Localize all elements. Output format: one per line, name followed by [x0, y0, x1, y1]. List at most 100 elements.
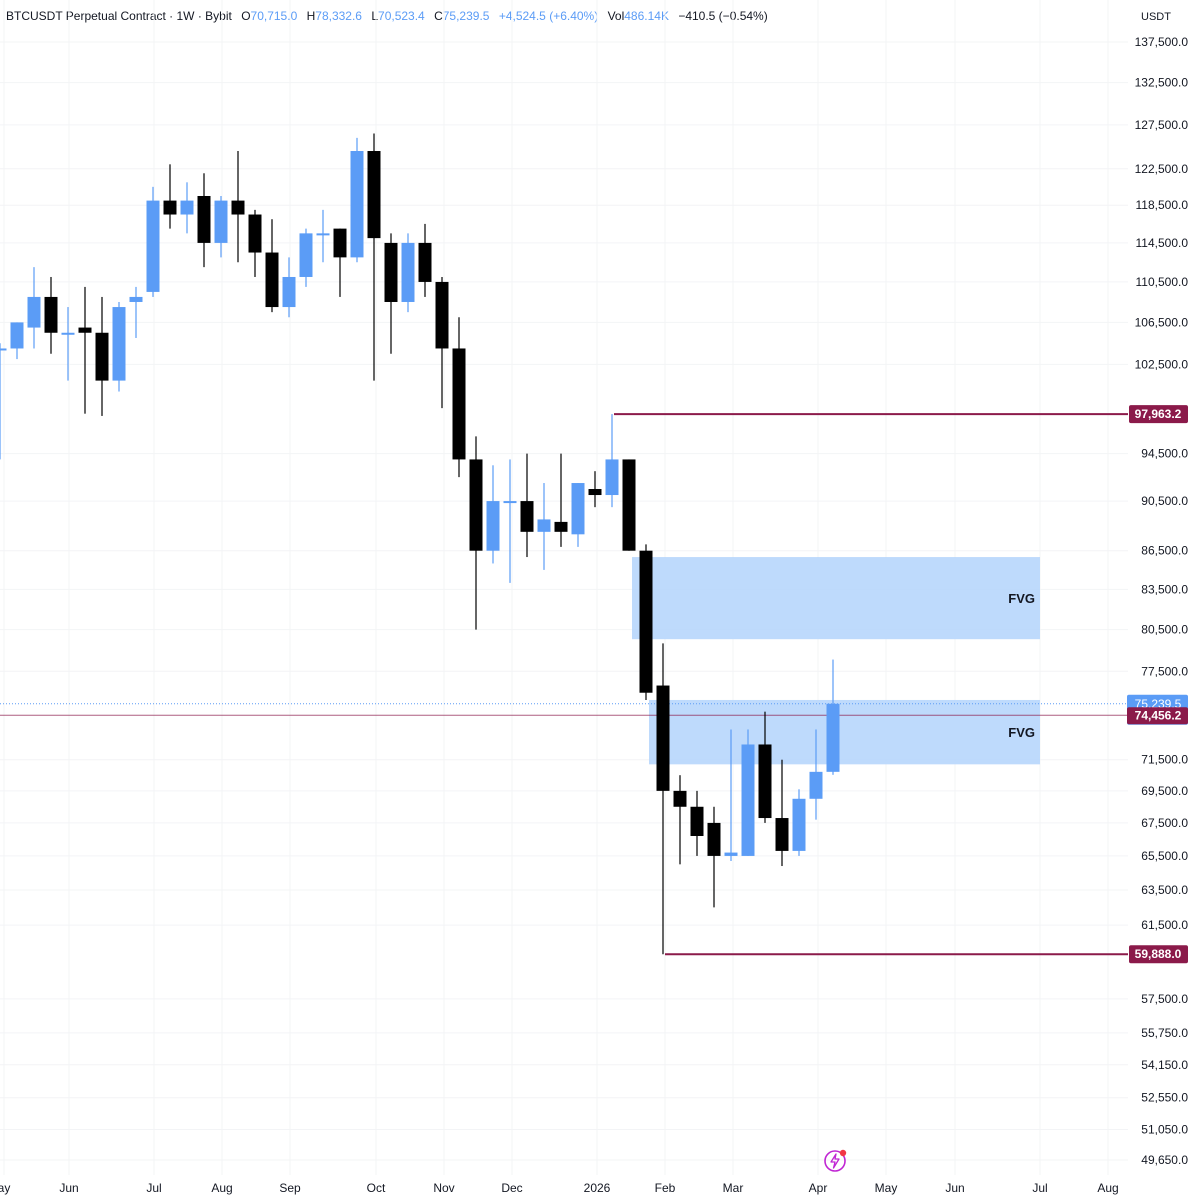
price-tick-label: 110,500.0 [1136, 275, 1189, 289]
candle [792, 789, 806, 856]
price-tick-label: 55,750.0 [1141, 1026, 1188, 1040]
price-tick-label: 94,500.0 [1141, 447, 1188, 461]
vol-change-value: −410.5 (−0.54%) [678, 9, 768, 23]
candle [571, 483, 585, 547]
fvg-zone [649, 699, 1040, 765]
candle [44, 276, 58, 354]
candle [61, 307, 75, 381]
symbol-title: BTCUSDT Perpetual Contract · 1W · Bybit [6, 9, 232, 23]
low-value: 70,523.4 [378, 9, 425, 23]
candle [146, 186, 160, 297]
high-label: H [306, 9, 316, 23]
price-level-label: 97,963.2 [1135, 407, 1182, 421]
candle [214, 195, 228, 258]
lightning-icon[interactable] [824, 1148, 848, 1172]
price-level-badge [1129, 405, 1188, 424]
candle-body [95, 332, 109, 381]
candle [503, 459, 517, 583]
price-tick-label: 52,550.0 [1141, 1091, 1188, 1105]
candle-body [503, 501, 517, 504]
candle-body [656, 685, 670, 791]
vol-value: 486.14K [624, 9, 669, 23]
candle-body [231, 200, 245, 215]
time-tick-label: Jul [1032, 1181, 1047, 1195]
price-tick-label: 54,150.0 [1141, 1058, 1188, 1072]
low-label: L [371, 9, 379, 23]
candle [758, 711, 772, 823]
price-tick-label: 102,500.0 [1135, 357, 1189, 371]
price-tick-label: 51,050.0 [1141, 1122, 1188, 1136]
candle-body [554, 521, 568, 532]
time-tick-label: Dec [501, 1181, 522, 1195]
close-value: 75,239.5 [442, 9, 490, 23]
candle-body [10, 322, 24, 349]
candle-body [571, 483, 585, 535]
candle [27, 267, 41, 349]
vol-label: Vol [607, 9, 625, 23]
price-tick-label: 67,500.0 [1141, 816, 1188, 830]
candle [163, 164, 177, 229]
candle [469, 436, 483, 630]
candle [10, 322, 24, 360]
candle-body [724, 852, 738, 856]
candle-body [690, 806, 704, 836]
price-tick-label: 63,500.0 [1141, 883, 1188, 897]
price-tick-label: 77,500.0 [1141, 664, 1188, 678]
close-label: C [434, 9, 443, 23]
candle [673, 775, 687, 865]
price-tick-label: 83,500.0 [1141, 582, 1188, 596]
candle-body [622, 459, 636, 551]
price-scale-unit[interactable]: USDT [1141, 11, 1171, 23]
candle [690, 790, 704, 856]
candle-body [214, 200, 228, 243]
open-label: O [241, 9, 251, 23]
candle-body [0, 348, 7, 351]
candle [78, 286, 92, 414]
candle-body [775, 818, 789, 851]
candle-body [146, 200, 160, 292]
candle [588, 471, 602, 508]
price-tick-label: 61,500.0 [1141, 918, 1188, 932]
candle [401, 233, 415, 313]
price-tick-label: 114,500.0 [1136, 236, 1189, 250]
candle-body [588, 489, 602, 496]
candle-body [180, 200, 194, 215]
candle [741, 729, 755, 856]
price-tick-label: 137,500.0 [1135, 35, 1189, 49]
price-level-badge [1129, 945, 1188, 964]
candle [350, 137, 364, 263]
candle-body [401, 242, 415, 302]
candle [605, 414, 619, 508]
time-tick-label: Aug [211, 1181, 232, 1195]
fvg-zone [632, 557, 1040, 640]
candle [248, 209, 262, 277]
price-tick-label: 57,500.0 [1141, 992, 1188, 1006]
candle-body [27, 296, 41, 328]
candle-body [367, 151, 381, 239]
time-tick-label: Oct [367, 1181, 386, 1195]
candle-body [384, 242, 398, 302]
time-tick-label: May [875, 1181, 898, 1195]
candle [316, 209, 330, 263]
time-tick-label: Aug [1097, 1181, 1118, 1195]
time-tick-label: Jun [945, 1181, 964, 1195]
time-tick-label: Sep [279, 1181, 301, 1195]
candle [95, 296, 109, 416]
candle-body [316, 233, 330, 236]
candle-body [418, 242, 432, 282]
candle [809, 729, 823, 820]
candle [452, 317, 466, 478]
price-tick-label: 86,500.0 [1141, 544, 1188, 558]
candles [0, 133, 840, 955]
price-tick-label: 122,500.0 [1135, 162, 1189, 176]
candle [418, 223, 432, 297]
candle [299, 228, 313, 287]
crosshair-badge [1127, 707, 1188, 725]
candle [129, 286, 143, 338]
open-value: 70,715.0 [250, 9, 298, 23]
price-tick-label: 80,500.0 [1141, 623, 1188, 637]
candle-body [809, 771, 823, 799]
price-tick-label: 71,500.0 [1141, 753, 1188, 767]
price-tick-label: 49,650.0 [1141, 1153, 1188, 1167]
